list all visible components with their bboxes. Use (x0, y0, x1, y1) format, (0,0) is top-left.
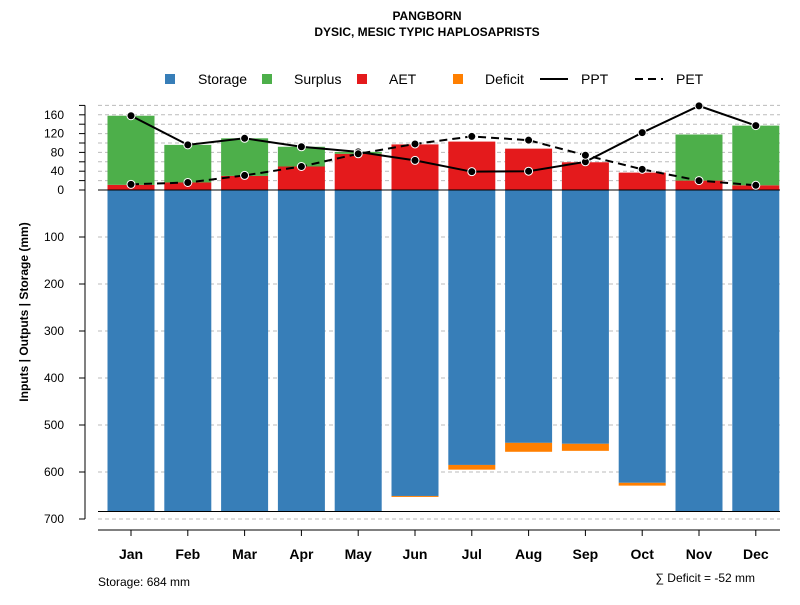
legend-label: PET (676, 71, 704, 87)
ppt-line (130, 104, 757, 173)
ppt-point (637, 128, 647, 138)
surplus-bar (732, 125, 780, 186)
pet-point (637, 164, 647, 174)
x-tick-label: Jul (462, 546, 482, 562)
y-tick-label: 120 (44, 127, 64, 141)
ppt-point (524, 166, 534, 176)
aet-bar (675, 180, 723, 190)
pet-point (694, 176, 704, 186)
surplus-bar (675, 134, 723, 181)
ppt-point (240, 133, 250, 143)
y-tick-label: 300 (44, 324, 64, 338)
ppt-point (296, 142, 306, 152)
storage-bar (107, 190, 155, 512)
x-tick-label: Nov (686, 546, 713, 562)
y-tick-label: 0 (57, 183, 64, 197)
aet-bar (221, 175, 269, 190)
ppt-point (467, 167, 477, 177)
legend-label: Deficit (485, 71, 524, 87)
ppt-point (126, 111, 136, 121)
y-tick-label: 160 (44, 108, 64, 122)
aet-bar (618, 172, 666, 190)
y-axis-label: Inputs | Outputs | Storage (mm) (17, 222, 31, 401)
aet-bar (448, 141, 496, 190)
ppt-point (751, 121, 761, 131)
legend-label: PPT (581, 71, 609, 87)
storage-bar (505, 190, 553, 443)
storage-bar (675, 190, 723, 512)
pet-point (240, 170, 250, 180)
x-tick-label: Oct (631, 546, 655, 562)
storage-bar (391, 190, 439, 496)
pet-point (183, 177, 193, 187)
y-tick-label: 600 (44, 465, 64, 479)
pet-point (580, 150, 590, 160)
y-tick-label: 400 (44, 371, 64, 385)
deficit-bar (448, 464, 496, 470)
x-tick-label: Jan (119, 546, 143, 562)
aet-bar (561, 162, 609, 190)
x-tick-label: Apr (289, 546, 314, 562)
pet-point (296, 162, 306, 171)
deficit-note: ∑ Deficit = -52 mm (655, 571, 755, 585)
aet-bar (391, 144, 439, 190)
aet-bar (334, 153, 382, 190)
x-tick-label: Jun (403, 546, 428, 562)
pet-point (353, 149, 363, 159)
storage-bar (164, 190, 212, 512)
pet-point (467, 131, 477, 141)
ppt-point (410, 155, 420, 165)
storage-bar (448, 190, 496, 465)
surplus-bar (107, 115, 155, 185)
deficit-bar (505, 442, 553, 452)
legend-swatch-surplus (262, 74, 272, 84)
deficit-bar (561, 443, 609, 451)
legend-label: Storage (198, 71, 247, 87)
storage-bar (732, 190, 780, 512)
pet-point (410, 139, 420, 149)
surplus-bar (164, 144, 212, 183)
storage-bar (618, 190, 666, 483)
chart-subtitle: DYSIC, MESIC TYPIC HAPLOSAPRISTS (314, 25, 539, 39)
x-tick-label: Sep (573, 546, 599, 562)
storage-bar (561, 190, 609, 444)
pet-point (751, 180, 761, 190)
deficit-bar (391, 495, 439, 497)
storage-note: Storage: 684 mm (98, 575, 190, 589)
legend-swatch-storage (165, 74, 175, 84)
deficit-bar (618, 482, 666, 486)
legend-label: AET (389, 71, 417, 87)
legend-label: Surplus (294, 71, 341, 87)
x-tick-label: May (345, 546, 372, 562)
surplus-bar (221, 138, 269, 176)
legend-swatch-aet (357, 74, 367, 84)
aet-bar (277, 166, 325, 190)
y-tick-label: 40 (51, 164, 65, 178)
y-tick-label: 80 (51, 145, 65, 159)
x-tick-label: Feb (175, 546, 200, 562)
y-tick-label: 700 (44, 512, 64, 526)
pet-point (524, 135, 534, 145)
x-tick-label: Dec (743, 546, 769, 562)
chart-title: PANGBORN (392, 9, 461, 23)
y-tick-label: 200 (44, 277, 64, 291)
storage-bar (334, 190, 382, 512)
storage-bar (221, 190, 269, 512)
surplus-bar (277, 146, 325, 167)
storage-bar (277, 190, 325, 512)
y-tick-label: 500 (44, 418, 64, 432)
x-tick-label: Aug (515, 546, 542, 562)
x-tick-label: Mar (232, 546, 257, 562)
pet-line (130, 135, 756, 187)
ppt-point (694, 101, 704, 111)
y-tick-label: 100 (44, 230, 64, 244)
ppt-point (183, 140, 193, 150)
pet-point (126, 179, 136, 189)
legend-swatch-deficit (453, 74, 463, 84)
